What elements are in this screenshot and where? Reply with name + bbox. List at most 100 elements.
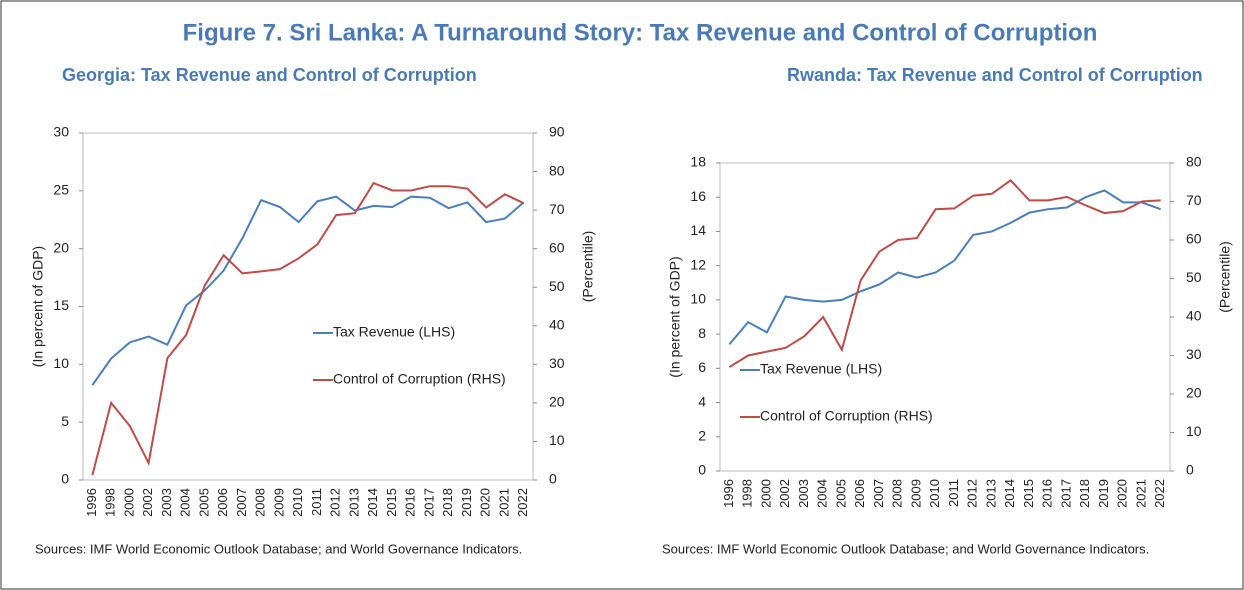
y2-tick-label: 0 <box>1186 462 1194 478</box>
y-axis-label: (In percent of GDP) <box>30 246 46 367</box>
x-tick-label: 2007 <box>871 479 886 508</box>
x-tick-label: 2006 <box>852 479 867 508</box>
y2-tick-label: 70 <box>1186 192 1202 208</box>
x-tick-label: 2009 <box>908 479 923 508</box>
y2-axis-label: (Percentile) <box>580 231 596 303</box>
x-tick-label: 2014 <box>365 488 380 517</box>
x-tick-label: 2020 <box>1115 479 1130 508</box>
y-tick-label: 20 <box>53 239 69 255</box>
x-tick-label: 2003 <box>796 479 811 508</box>
x-tick-label: 1998 <box>103 488 118 517</box>
x-tick-label: 1996 <box>721 479 736 508</box>
y-tick-label: 30 <box>53 124 69 140</box>
x-tick-label: 2013 <box>346 488 361 517</box>
y-tick-label: 10 <box>690 291 706 307</box>
y2-tick-label: 30 <box>1186 346 1202 362</box>
series-line <box>91 181 525 476</box>
legend-label: Tax Revenue (LHS) <box>333 324 455 340</box>
x-tick-label: 2021 <box>496 488 511 517</box>
x-tick-label: 2019 <box>1096 479 1111 508</box>
x-tick-label: 2019 <box>459 488 474 517</box>
x-tick-label: 2017 <box>1058 479 1073 508</box>
y-tick-label: 2 <box>698 427 706 443</box>
y-tick-label: 25 <box>53 182 69 198</box>
legend-label: Tax Revenue (LHS) <box>760 361 882 377</box>
y2-tick-label: 30 <box>549 355 565 371</box>
x-tick-label: 2003 <box>159 488 174 517</box>
y2-tick-label: 10 <box>1186 423 1202 439</box>
y2-tick-label: 60 <box>1186 231 1202 247</box>
source-note: Sources: IMF World Economic Outlook Data… <box>35 541 522 556</box>
x-tick-label: 1996 <box>84 488 99 517</box>
x-tick-label: 2014 <box>1002 479 1017 508</box>
y2-tick-label: 20 <box>549 394 565 410</box>
y-tick-label: 10 <box>53 355 69 371</box>
x-tick-label: 2008 <box>253 488 268 517</box>
y2-tick-label: 70 <box>549 201 565 217</box>
y-tick-label: 12 <box>690 256 706 272</box>
chart-subtitle: Rwanda: Tax Revenue and Control of Corru… <box>787 65 1203 85</box>
x-tick-label: 2002 <box>777 479 792 508</box>
chart-subtitle: Georgia: Tax Revenue and Control of Corr… <box>62 65 477 85</box>
x-tick-label: 2011 <box>946 479 961 507</box>
y-tick-label: 8 <box>698 325 706 341</box>
x-tick-label: 2006 <box>215 488 230 517</box>
y2-axis-label: (Percentile) <box>1217 241 1233 313</box>
x-tick-label: 2013 <box>983 479 998 508</box>
figure-title: Figure 7. Sri Lanka: A Turnaround Story:… <box>183 19 1098 46</box>
x-tick-label: 2021 <box>1133 479 1148 508</box>
x-tick-label: 2017 <box>421 488 436 517</box>
x-tick-label: 2004 <box>178 488 193 517</box>
x-tick-label: 2005 <box>196 488 211 517</box>
x-tick-label: 2000 <box>758 479 773 508</box>
y-tick-label: 4 <box>698 393 706 409</box>
legend-label: Control of Corruption (RHS) <box>760 408 933 424</box>
x-tick-label: 2007 <box>234 488 249 517</box>
x-tick-label: 2011 <box>309 488 324 516</box>
y2-tick-label: 80 <box>1186 154 1202 170</box>
y-tick-label: 15 <box>53 297 69 313</box>
series-line <box>728 179 1161 368</box>
y-axis-label: (In percent of GDP) <box>667 256 683 377</box>
x-tick-label: 2018 <box>1077 479 1092 508</box>
x-tick-label: 2022 <box>515 488 530 517</box>
x-tick-label: 2012 <box>965 479 980 508</box>
x-tick-label: 2015 <box>1021 479 1036 508</box>
y2-tick-label: 40 <box>549 316 565 332</box>
y2-tick-label: 10 <box>549 432 565 448</box>
y-tick-label: 6 <box>698 359 706 375</box>
x-tick-label: 2018 <box>440 488 455 517</box>
y2-tick-label: 50 <box>549 278 565 294</box>
x-tick-label: 2012 <box>328 488 343 517</box>
x-tick-label: 1998 <box>740 479 755 508</box>
y-tick-label: 5 <box>61 413 69 429</box>
x-tick-label: 2022 <box>1152 479 1167 508</box>
y-tick-label: 18 <box>690 154 706 170</box>
x-tick-label: 2010 <box>927 479 942 508</box>
y2-tick-label: 80 <box>549 162 565 178</box>
y-tick-label: 16 <box>690 188 706 204</box>
legend-label: Control of Corruption (RHS) <box>333 371 506 387</box>
y2-tick-label: 90 <box>549 124 565 140</box>
plot-frame <box>82 132 534 481</box>
y-tick-label: 0 <box>61 471 69 487</box>
x-tick-label: 2008 <box>890 479 905 508</box>
source-note: Sources: IMF World Economic Outlook Data… <box>662 541 1149 556</box>
x-tick-label: 2010 <box>290 488 305 517</box>
x-tick-label: 2005 <box>833 479 848 508</box>
x-tick-label: 2016 <box>403 488 418 517</box>
x-tick-label: 2004 <box>815 479 830 508</box>
y2-tick-label: 20 <box>1186 385 1202 401</box>
x-tick-label: 2015 <box>384 488 399 517</box>
y-tick-label: 14 <box>690 222 706 238</box>
y2-tick-label: 40 <box>1186 308 1202 324</box>
x-tick-label: 2020 <box>478 488 493 517</box>
x-tick-label: 2002 <box>140 488 155 517</box>
y2-tick-label: 0 <box>549 471 557 487</box>
y2-tick-label: 60 <box>549 239 565 255</box>
y-tick-label: 0 <box>698 462 706 478</box>
x-tick-label: 2009 <box>271 488 286 517</box>
series-line <box>728 189 1161 346</box>
series-line <box>91 195 525 386</box>
